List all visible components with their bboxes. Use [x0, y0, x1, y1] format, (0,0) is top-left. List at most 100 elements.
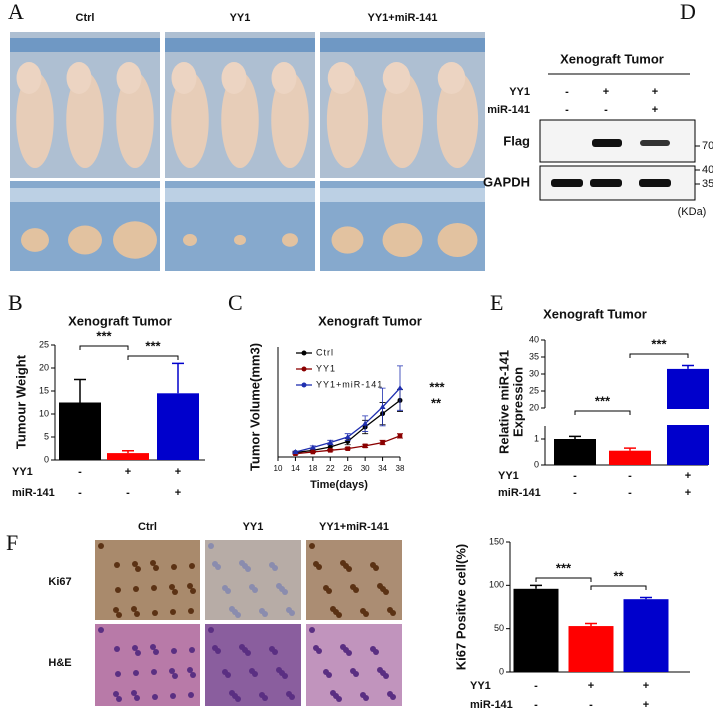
legend-label: YY1 — [316, 363, 336, 373]
nucleus — [150, 560, 156, 566]
mouse-head — [16, 62, 42, 94]
size-marker: 40 — [702, 164, 713, 176]
nucleus — [309, 543, 315, 549]
y-tick-label: 0 — [44, 454, 49, 464]
nucleus — [115, 671, 121, 677]
nucleus — [189, 647, 195, 653]
tumor — [68, 225, 102, 255]
treatment-sign: + — [643, 699, 649, 711]
nucleus — [170, 609, 176, 615]
nucleus — [170, 693, 176, 699]
treatment-name: YY1 — [470, 680, 491, 692]
nucleus — [370, 646, 376, 652]
mouse — [116, 72, 154, 168]
significance: *** — [145, 338, 161, 353]
bar — [157, 393, 199, 460]
nucleus — [113, 691, 119, 697]
y-tick-label: 0 — [499, 666, 504, 676]
nucleus — [387, 691, 393, 697]
band — [551, 179, 583, 187]
nucleus — [114, 562, 120, 568]
panel-letter: F — [6, 530, 18, 555]
nucleus — [212, 645, 218, 651]
treatment-sign: - — [628, 470, 632, 482]
treatment-sign: - — [534, 680, 538, 692]
ihc-image — [205, 540, 301, 620]
error-bar — [530, 584, 542, 589]
legend-label: YY1+miR-141 — [316, 379, 383, 389]
error-bar — [74, 378, 86, 403]
treatment-name: miR-141 — [12, 487, 55, 499]
marker — [292, 449, 299, 454]
bar — [568, 626, 614, 672]
mouse-head — [221, 62, 247, 94]
significance-bracket — [535, 577, 592, 582]
treatment-name: YY1 — [12, 466, 33, 478]
tumor — [282, 233, 298, 247]
tumor — [113, 221, 157, 259]
nucleus — [152, 610, 158, 616]
x-tick-label: 22 — [326, 464, 335, 473]
significance: *** — [429, 379, 445, 394]
ihc-image — [306, 540, 402, 620]
size-marker: 70 — [702, 140, 713, 152]
he-image — [205, 624, 301, 706]
treatment-sign: - — [534, 699, 538, 711]
nucleus — [269, 646, 275, 652]
treatment-sign: - — [78, 487, 82, 499]
nucleus — [350, 668, 356, 674]
nucleus — [330, 606, 336, 612]
ruler — [10, 38, 160, 52]
marker — [362, 443, 368, 449]
marker — [327, 448, 333, 453]
significance: ** — [431, 395, 442, 410]
treatment-sign: + — [652, 86, 658, 98]
error-bar — [624, 447, 636, 451]
blot-title: Xenograft Tumor — [560, 51, 664, 66]
mouse — [16, 72, 54, 168]
x-tick-label: 26 — [343, 464, 352, 473]
marker — [362, 420, 369, 426]
bar — [107, 453, 149, 460]
treatment-sign: - — [604, 104, 608, 116]
ruler — [320, 38, 485, 52]
row-label: Ki67 — [48, 576, 71, 588]
treatment-name: YY1 — [498, 470, 519, 482]
nucleus — [114, 646, 120, 652]
nucleus — [249, 668, 255, 674]
nucleus — [153, 565, 159, 571]
y-tick-label: 5 — [44, 431, 49, 441]
nucleus — [151, 585, 157, 591]
significance-bracket — [79, 345, 129, 350]
error-bar — [569, 435, 581, 439]
nucleus — [135, 566, 141, 572]
nucleus — [212, 561, 218, 567]
he-image — [95, 624, 200, 706]
significance: *** — [651, 336, 667, 351]
nucleus — [208, 543, 214, 549]
nucleus — [133, 670, 139, 676]
nucleus — [222, 669, 228, 675]
treatment-sign: - — [573, 487, 577, 499]
chart-title: Xenograft Tumor — [68, 313, 172, 328]
ruler — [165, 38, 315, 52]
y-tick-label: 25 — [39, 339, 49, 349]
bar — [623, 599, 669, 672]
y-tick-label: 150 — [489, 536, 504, 546]
nucleus — [98, 543, 104, 549]
treatment-sign: + — [125, 466, 131, 478]
column-label: YY1+miR-141 — [319, 521, 389, 533]
band — [640, 140, 670, 146]
nucleus — [276, 667, 282, 673]
bar — [59, 402, 101, 460]
nucleus — [340, 644, 346, 650]
nucleus — [229, 606, 235, 612]
band — [592, 139, 622, 147]
legend-marker — [301, 350, 307, 356]
significance: ** — [613, 568, 624, 583]
nucleus — [134, 695, 140, 701]
y-tick-label: 100 — [489, 580, 504, 590]
he-image — [306, 624, 402, 706]
treatment-sign: + — [603, 86, 609, 98]
ihc-image — [95, 540, 200, 620]
